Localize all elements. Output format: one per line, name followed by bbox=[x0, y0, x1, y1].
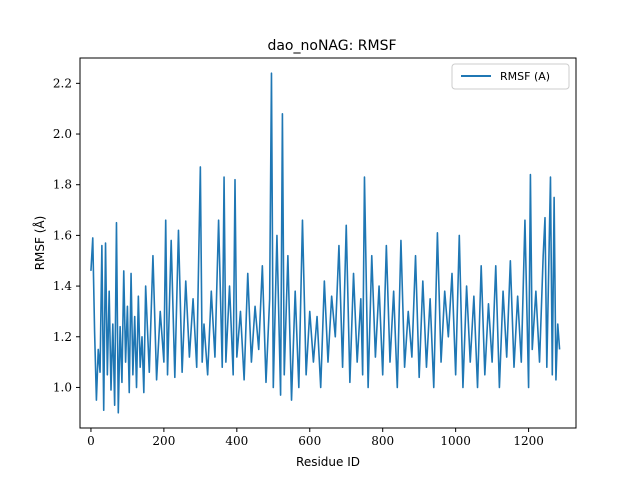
chart-title: dao_noNAG: RMSF bbox=[267, 38, 396, 54]
plot-area bbox=[90, 72, 561, 414]
x-tick-label: 400 bbox=[225, 434, 248, 448]
y-tick-label: 1.6 bbox=[53, 228, 72, 242]
x-tick-label: 0 bbox=[87, 434, 95, 448]
x-axis: 0 200 400 600 800 1000 1200 bbox=[87, 428, 544, 448]
plot-frame bbox=[79, 57, 577, 429]
y-tick-label: 2.0 bbox=[53, 127, 72, 141]
x-axis-label: Residue ID bbox=[296, 455, 360, 469]
legend: RMSF (A) bbox=[451, 63, 570, 90]
legend-box bbox=[451, 63, 570, 90]
y-tick-label: 1.8 bbox=[53, 178, 72, 192]
series-line-0 bbox=[90, 72, 561, 414]
y-tick-label: 1.2 bbox=[53, 330, 72, 344]
x-tick-label: 600 bbox=[298, 434, 321, 448]
x-tick-label: 1000 bbox=[440, 434, 471, 448]
y-axis-label: RMSF (Å) bbox=[32, 216, 47, 271]
legend-label: RMSF (A) bbox=[500, 70, 550, 83]
y-axis: 1.0 1.2 1.4 1.6 1.8 2.0 2.2 bbox=[53, 76, 80, 394]
y-tick-label: 2.2 bbox=[53, 76, 72, 90]
x-tick-label: 800 bbox=[371, 434, 394, 448]
x-tick-label: 1200 bbox=[513, 434, 544, 448]
y-tick-label: 1.4 bbox=[53, 279, 72, 293]
x-tick-label: 200 bbox=[152, 434, 175, 448]
y-tick-label: 1.0 bbox=[53, 380, 72, 394]
